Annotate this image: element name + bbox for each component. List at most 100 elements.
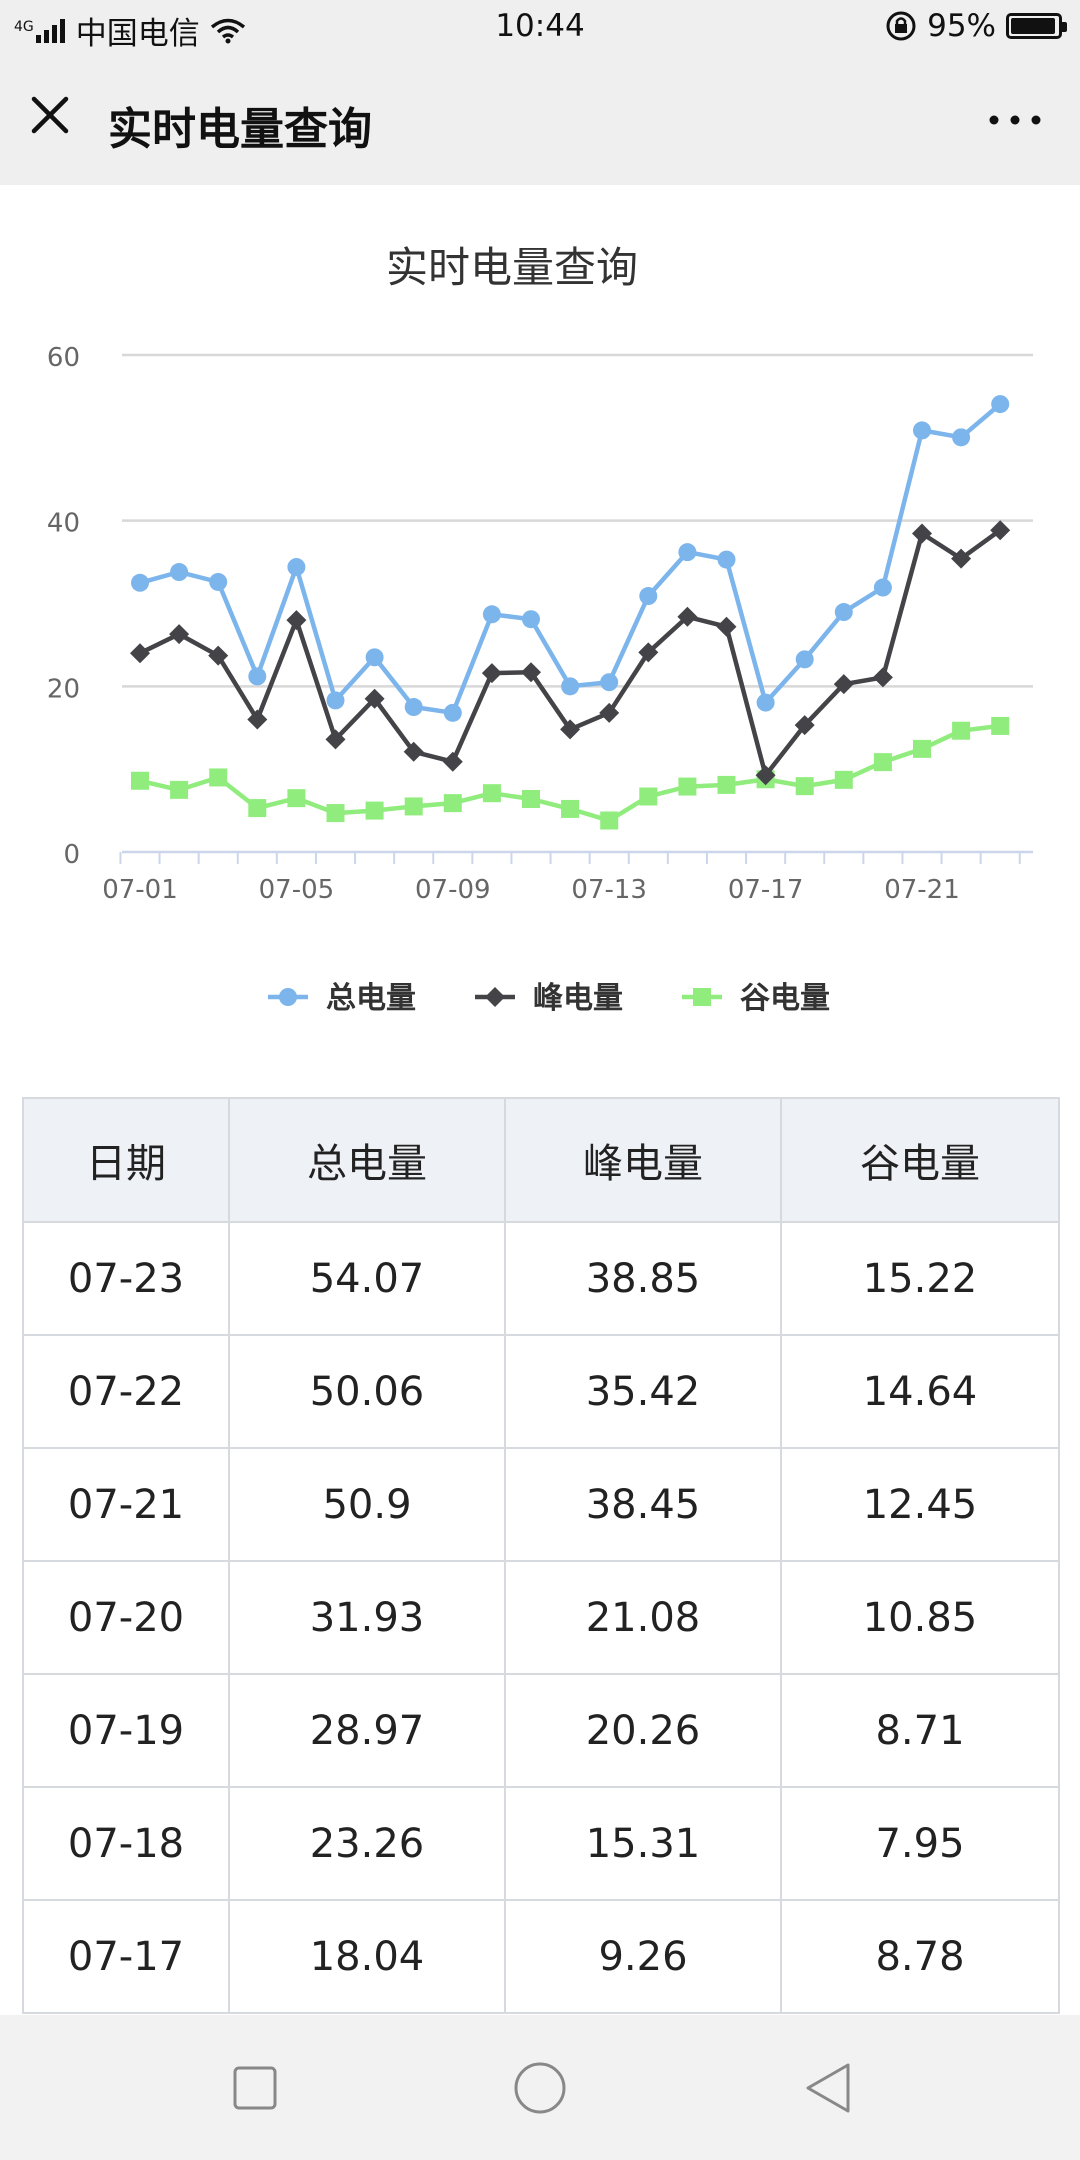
home-icon[interactable] xyxy=(507,2055,573,2121)
close-icon[interactable] xyxy=(26,91,82,147)
x-tick-label: 07-13 xyxy=(571,875,647,905)
recent-apps-icon[interactable] xyxy=(222,2055,288,2121)
cell-date: 07-21 xyxy=(22,1447,230,1562)
data-point xyxy=(873,753,892,772)
x-tick-label: 07-17 xyxy=(728,875,804,905)
data-point xyxy=(482,605,501,624)
signal-icon: 4G xyxy=(14,18,66,43)
legend-marker xyxy=(279,988,297,1006)
data-point xyxy=(952,721,971,740)
data-point xyxy=(443,703,462,722)
data-point xyxy=(325,729,346,750)
data-point xyxy=(717,775,736,794)
data-point xyxy=(952,428,971,447)
data-point xyxy=(678,777,697,796)
data-point xyxy=(561,677,580,696)
legend-label: 总电量 xyxy=(326,981,416,1016)
data-point xyxy=(912,523,932,544)
cell-peak: 35.42 xyxy=(504,1334,782,1449)
data-point xyxy=(677,606,698,627)
header-peak: 峰电量 xyxy=(504,1097,782,1223)
page-title: 实时电量查询 xyxy=(108,104,372,155)
header-valley: 谷电量 xyxy=(780,1097,1060,1223)
legend-marker xyxy=(693,988,711,1006)
carrier-name: 中国电信 xyxy=(75,16,200,52)
data-point xyxy=(872,667,893,688)
more-icon[interactable] xyxy=(980,95,1050,145)
status-right: 95% xyxy=(885,8,1067,44)
data-point xyxy=(481,663,502,684)
data-point xyxy=(248,799,267,818)
data-point xyxy=(755,765,776,786)
data-point xyxy=(286,610,307,631)
chart-container: 实时电量查询 0 20 40 60 07-01 07-05 07-09 07-13 07-17 0… xyxy=(0,185,1080,1065)
data-point xyxy=(716,616,737,637)
data-point xyxy=(248,667,267,686)
legend-item: 谷电量 xyxy=(682,981,830,1016)
data-point xyxy=(287,789,306,808)
back-icon[interactable] xyxy=(796,2055,862,2121)
cell-date: 07-18 xyxy=(22,1786,230,1901)
clock: 10:44 xyxy=(495,8,585,44)
cell-date: 07-20 xyxy=(22,1560,230,1675)
cell-date: 07-23 xyxy=(22,1221,230,1336)
data-table-container: 日期 总电量 峰电量 谷电量 07-23 54.07 38.85 15.22 0… xyxy=(22,1097,1060,2014)
y-tick-label: 0 xyxy=(63,840,80,870)
cell-peak: 21.08 xyxy=(504,1560,782,1675)
legend-item: 总电量 xyxy=(268,981,416,1016)
cell-valley: 10.85 xyxy=(780,1560,1060,1675)
system-nav-bar xyxy=(0,2015,1080,2160)
cell-date: 07-17 xyxy=(22,1899,230,2014)
data-point xyxy=(521,662,541,683)
data-point xyxy=(131,771,149,790)
data-point xyxy=(170,563,189,582)
header-total: 总电量 xyxy=(228,1097,506,1223)
y-tick-label: 20 xyxy=(47,674,80,704)
cell-total: 50.06 xyxy=(228,1334,506,1449)
data-point xyxy=(522,789,540,808)
table-row: 07-21 50.9 38.45 12.45 xyxy=(22,1447,1060,1562)
cell-date: 07-22 xyxy=(22,1334,230,1449)
x-tick-label: 07-09 xyxy=(415,875,491,905)
data-point xyxy=(795,650,814,669)
data-point xyxy=(365,648,384,667)
y-tick-label: 60 xyxy=(47,343,80,373)
data-point xyxy=(795,777,814,796)
x-tick-label: 07-05 xyxy=(259,875,335,905)
cell-peak: 9.26 xyxy=(504,1899,782,2014)
data-point xyxy=(991,716,1010,735)
series-line xyxy=(139,402,1002,716)
cell-total: 54.07 xyxy=(228,1221,506,1336)
data-point xyxy=(209,768,228,787)
data-point xyxy=(247,709,268,730)
data-point xyxy=(678,543,697,562)
rotation-lock-icon xyxy=(886,11,916,41)
data-point xyxy=(326,804,345,823)
data-point xyxy=(208,645,229,666)
data-point xyxy=(599,702,620,723)
series-1 xyxy=(130,520,1011,786)
data-point xyxy=(951,548,972,569)
data-point xyxy=(794,715,815,736)
data-point xyxy=(873,578,892,597)
data-point xyxy=(404,698,423,717)
cell-total: 18.04 xyxy=(228,1899,506,2014)
cell-valley: 12.45 xyxy=(780,1447,1060,1562)
legend-marker xyxy=(485,987,505,1007)
data-point xyxy=(600,673,619,692)
data-point xyxy=(443,794,462,813)
data-point xyxy=(209,572,228,591)
data-point xyxy=(560,719,581,740)
battery-percent: 95% xyxy=(927,8,996,44)
table-row: 07-22 50.06 35.42 14.64 xyxy=(22,1334,1060,1449)
y-tick-label: 40 xyxy=(47,509,80,539)
data-point xyxy=(131,573,149,592)
chart-title: 实时电量查询 xyxy=(386,243,638,292)
data-point xyxy=(990,520,1011,541)
cell-valley: 15.22 xyxy=(780,1221,1060,1336)
cell-valley: 8.78 xyxy=(780,1899,1060,2014)
x-tick-label: 07-21 xyxy=(884,875,960,905)
electricity-table: 日期 总电量 峰电量 谷电量 07-23 54.07 38.85 15.22 0… xyxy=(22,1097,1060,2014)
status-bar: 4G 中国电信 10:44 95% xyxy=(0,0,1080,55)
series-0 xyxy=(131,395,1010,722)
